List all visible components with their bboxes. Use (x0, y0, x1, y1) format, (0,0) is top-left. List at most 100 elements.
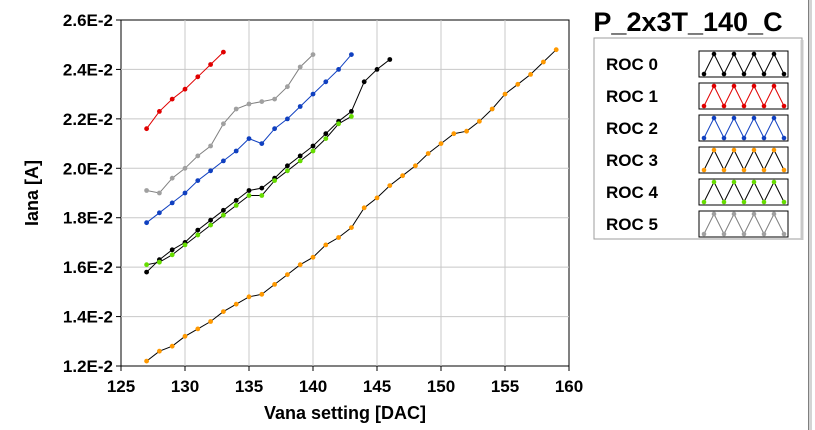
series-0 (144, 57, 393, 275)
data-point (157, 348, 162, 354)
legend-swatch-marker (761, 167, 767, 173)
series-1 (144, 49, 226, 132)
legend-swatch-marker (751, 147, 757, 153)
y-tick-label: 1.6E-2 (63, 258, 113, 277)
x-tick-label: 160 (555, 377, 583, 396)
data-point (272, 96, 277, 102)
data-point (144, 262, 150, 268)
legend-swatch-marker (711, 83, 717, 89)
data-point (451, 131, 457, 137)
data-point (233, 198, 239, 203)
legend-swatch-marker (771, 179, 777, 185)
data-point (169, 200, 175, 206)
legend-swatch-marker (751, 211, 757, 217)
data-point (233, 301, 239, 307)
legend-swatch-marker (731, 51, 737, 57)
data-point (272, 282, 277, 287)
data-point (323, 131, 329, 137)
data-point (169, 96, 175, 102)
legend-items: ROC 0 ROC 1 ROC 2 ROC 3 ROC 4 ROC 5 (606, 50, 789, 238)
y-axis-title: Iana [A] (22, 160, 42, 226)
data-point (182, 165, 188, 171)
data-point (438, 141, 444, 147)
data-point (246, 136, 252, 142)
legend-swatch-marker (701, 135, 707, 141)
legend-swatch-marker (711, 211, 717, 217)
series-4 (144, 114, 354, 268)
data-point (208, 319, 214, 324)
data-point (157, 109, 162, 114)
data-point (349, 225, 354, 231)
legend-swatch-marker (781, 103, 787, 109)
data-point (502, 91, 508, 97)
legend-item: ROC 5 (606, 210, 789, 238)
data-point (297, 64, 303, 70)
data-point (233, 148, 239, 154)
legend-swatch-marker (751, 83, 757, 89)
data-point (361, 205, 367, 211)
legend-swatch-marker (741, 199, 747, 205)
tick-labels: 125 130 135 140 145 150 155 160 1.2E-2 1.4E-2 1.6E… (63, 11, 583, 396)
data-point (477, 118, 482, 124)
legend-swatch-marker (731, 211, 737, 217)
data-point (208, 143, 214, 149)
y-tick-label: 1.2E-2 (63, 357, 113, 376)
data-point (208, 168, 214, 174)
legend-item: ROC 1 (606, 82, 789, 110)
data-point (310, 143, 316, 149)
data-point (336, 67, 341, 72)
legend-swatch-marker (781, 167, 787, 173)
data-point (361, 79, 367, 85)
series-5 (144, 52, 316, 196)
data-point (489, 106, 495, 112)
series-3 (144, 47, 559, 364)
data-point (297, 158, 303, 164)
legend-swatch-marker (731, 115, 737, 121)
y-tick-label: 2.2E-2 (63, 110, 113, 129)
data-point (144, 126, 150, 132)
data-point (285, 163, 290, 169)
data-point (221, 49, 226, 55)
legend-swatch-marker (761, 103, 767, 109)
legend-swatch-marker (751, 179, 757, 185)
legend-swatch-marker (781, 71, 787, 77)
legend-swatch-marker (771, 147, 777, 153)
data-point (323, 242, 329, 248)
data-point (246, 101, 252, 107)
data-point (259, 185, 265, 191)
data-point (144, 188, 150, 193)
legend-swatch-marker (781, 199, 787, 205)
x-tick-label: 135 (235, 377, 263, 396)
data-point (169, 247, 175, 253)
legend-swatch-marker (781, 135, 787, 141)
legend-item: ROC 3 (606, 146, 789, 174)
data-point (157, 190, 162, 196)
series-line (146, 54, 314, 194)
y-tick-label: 2.0E-2 (63, 159, 113, 178)
legend-swatch-marker (771, 211, 777, 217)
legend-item-label: ROC 2 (606, 119, 658, 138)
data-point (349, 114, 354, 119)
series-line (146, 59, 391, 273)
data-point (182, 333, 188, 339)
legend-swatch-marker (711, 51, 717, 57)
data-point (464, 128, 469, 134)
legend-item: ROC 0 (606, 50, 789, 78)
x-tick-label: 150 (427, 377, 455, 396)
legend-swatch-marker (741, 231, 747, 237)
data-point (310, 52, 316, 57)
legend-swatch-marker (761, 199, 767, 205)
data-point (221, 207, 226, 213)
legend-swatch-marker (721, 135, 727, 141)
data-point (336, 235, 341, 240)
data-point (323, 79, 329, 85)
data-point (144, 358, 150, 364)
data-point (553, 47, 559, 53)
data-point (233, 106, 239, 112)
x-tick-label: 125 (107, 377, 135, 396)
data-point (182, 190, 188, 196)
legend-title: P_2x3T_140_C (593, 7, 782, 37)
legend-swatch-marker (761, 135, 767, 141)
legend-swatch-marker (731, 179, 737, 185)
data-point (259, 99, 265, 104)
